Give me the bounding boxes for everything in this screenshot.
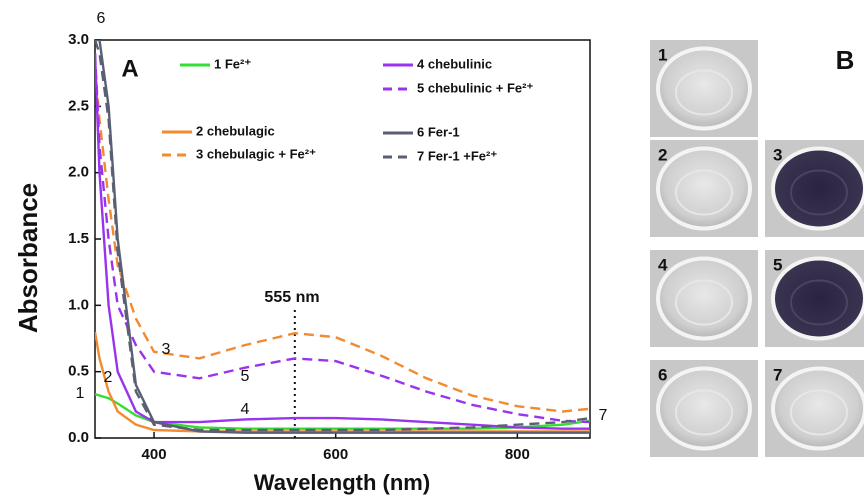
series-line [95, 40, 590, 430]
well [658, 49, 750, 129]
well-label: 6 [658, 365, 667, 384]
y-tick-label: 2.0 [68, 164, 89, 181]
well [658, 369, 750, 449]
plot-frame [95, 40, 590, 438]
legend-label: 3 chebulagic + Fe²⁺ [196, 146, 316, 161]
series-line [95, 67, 590, 412]
well-label: 3 [773, 145, 782, 164]
curve-label: 7 [599, 407, 608, 424]
x-tick-label: 800 [505, 446, 530, 463]
legend-label: 7 Fer-1 +Fe²⁺ [417, 148, 497, 163]
x-tick-label: 400 [142, 446, 167, 463]
y-tick-label: 1.5 [68, 230, 89, 247]
well [773, 149, 864, 229]
well [773, 259, 864, 339]
y-tick-label: 0.0 [68, 429, 89, 446]
figure: Absorbance Wavelength (nm) A 555 nm B 0.… [0, 0, 864, 499]
x-axis-title: Wavelength (nm) [254, 470, 430, 495]
x-tick-label: 600 [323, 446, 348, 463]
y-axis-title: Absorbance [13, 183, 43, 333]
legend-label: 5 chebulinic + Fe²⁺ [417, 80, 533, 95]
y-tick-label: 2.5 [68, 97, 89, 114]
well [658, 149, 750, 229]
marker-label: 555 nm [264, 289, 319, 306]
series-line [95, 53, 590, 422]
well-label: 5 [773, 255, 782, 274]
series-line [95, 53, 590, 428]
curve-label: 3 [162, 341, 171, 358]
legend-label: 6 Fer-1 [417, 124, 460, 139]
well-label: 4 [658, 255, 668, 274]
curve-label: 1 [76, 385, 85, 402]
well [773, 369, 864, 449]
photo-panel: 1 2 3 4 5 6 7 [650, 40, 864, 457]
y-tick-label: 1.0 [68, 296, 89, 313]
curve-label: 4 [241, 401, 250, 418]
well-label: 1 [658, 45, 667, 64]
curve-label: 5 [241, 368, 250, 385]
legend-label: 2 chebulagic [196, 123, 275, 138]
legend-label: 1 Fe²⁺ [214, 56, 251, 71]
panel-label: B [836, 45, 855, 75]
legend-label: 4 chebulinic [417, 56, 492, 71]
curve-label: 6 [97, 10, 106, 27]
well-label: 7 [773, 365, 782, 384]
curve-label: 2 [104, 369, 113, 386]
plot: 0.0 0.5 1.0 1.5 2.0 2.5 3.0 400 600 800 1 Fe²⁺ 2 ch… [68, 10, 607, 463]
well [658, 259, 750, 339]
panel-label: A [121, 55, 138, 82]
y-tick-label: 3.0 [68, 31, 89, 48]
y-tick-label: 0.5 [68, 363, 89, 380]
well-label: 2 [658, 145, 667, 164]
series-line [95, 394, 590, 429]
